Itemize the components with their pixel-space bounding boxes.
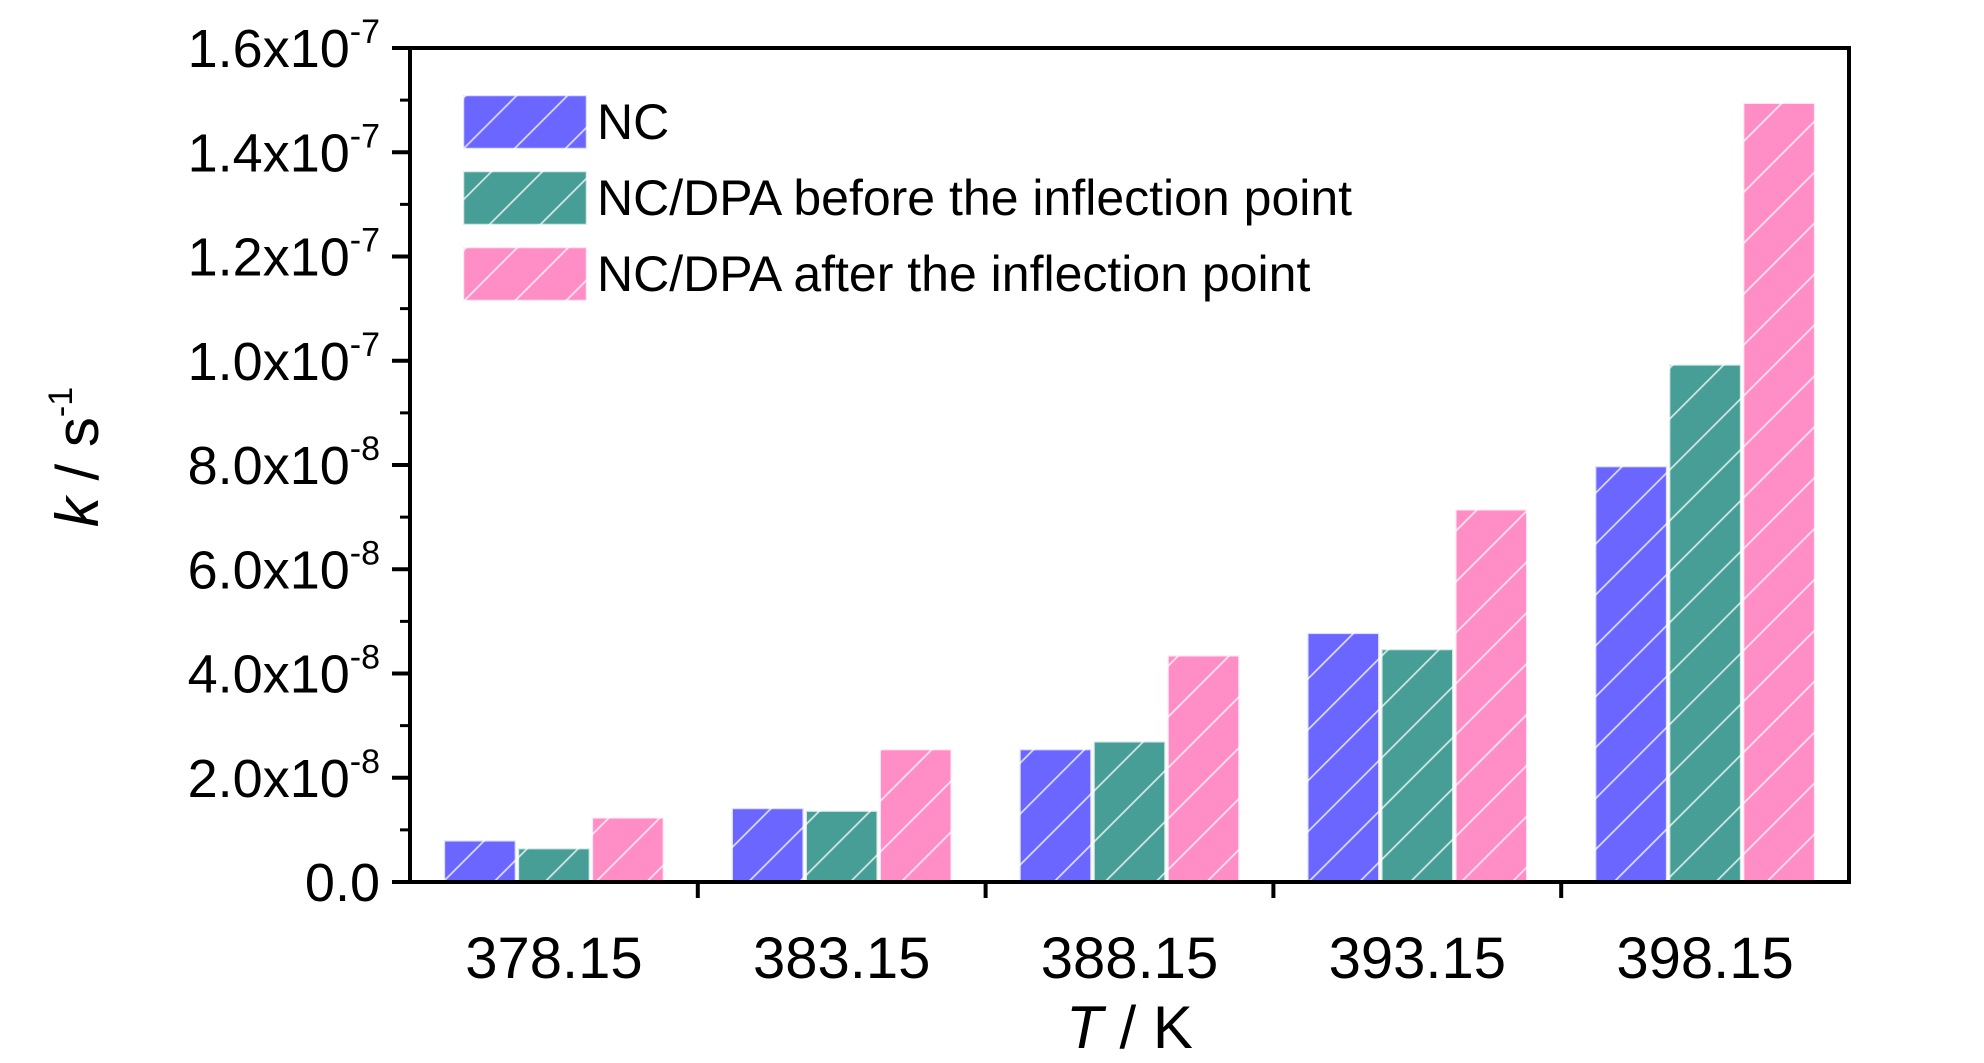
x-tick-label: 393.15 [1329, 926, 1506, 991]
y-tick-label: 4.0x10-8 [188, 639, 380, 705]
bar-nc-dpa-after-the-inflection-point-393-15 [1454, 508, 1529, 884]
y-tick-label: 1.0x10-7 [188, 326, 380, 392]
bar-nc-378-15 [442, 839, 518, 884]
y-tick-label: 8.0x10-8 [188, 430, 380, 496]
y-tick-label: 0.0 [305, 853, 380, 913]
x-tick-label: 388.15 [1041, 926, 1218, 991]
legend-swatch [461, 169, 589, 227]
bar-nc-dpa-after-the-inflection-point-398-15 [1741, 101, 1817, 884]
bar-nc-dpa-before-the-inflection-point-383-15 [804, 809, 879, 884]
bar-nc-dpa-before-the-inflection-point-378-15 [516, 846, 592, 884]
y-tick-label: 1.4x10-7 [188, 117, 380, 183]
bar-nc-dpa-before-the-inflection-point-398-15 [1667, 363, 1743, 884]
legend-label: NC/DPA after the inflection point [597, 246, 1310, 302]
legend-swatch [461, 245, 589, 303]
legend-label: NC/DPA before the inflection point [597, 170, 1352, 226]
y-tick-label: 2.0x10-8 [188, 743, 380, 809]
bar-nc-dpa-after-the-inflection-point-388-15 [1166, 654, 1241, 884]
y-axis-title: k / s-1 [42, 387, 111, 527]
x-tick-label: 383.15 [753, 926, 930, 991]
y-tick-label: 1.6x10-7 [188, 13, 380, 79]
x-tick-label: 378.15 [465, 926, 642, 991]
x-tick-label: 398.15 [1616, 926, 1793, 991]
y-tick-label: 1.2x10-7 [188, 222, 380, 288]
bars-layer [442, 101, 1817, 884]
y-tick-label: 6.0x10-8 [188, 534, 380, 600]
bar-nc-dpa-after-the-inflection-point-383-15 [878, 747, 953, 884]
bar-nc-393-15 [1306, 631, 1381, 884]
legend: NC NC/DPA before the inflection point NC/D… [461, 93, 1352, 303]
bar-nc-dpa-after-the-inflection-point-378-15 [590, 816, 666, 884]
bar-nc-398-15 [1593, 464, 1669, 884]
axes-layer: 378.15 383.15 388.15 393.15 398.15 0.0 2.0x10-… [42, 13, 1794, 1061]
bar-nc-388-15 [1018, 747, 1093, 884]
x-axis-title: T / K [1066, 994, 1193, 1061]
bar-nc-383-15 [730, 806, 805, 884]
bar-nc-dpa-before-the-inflection-point-388-15 [1092, 740, 1167, 884]
legend-label: NC [597, 94, 669, 150]
bar-nc-dpa-before-the-inflection-point-393-15 [1380, 647, 1455, 884]
legend-swatch [461, 93, 589, 151]
